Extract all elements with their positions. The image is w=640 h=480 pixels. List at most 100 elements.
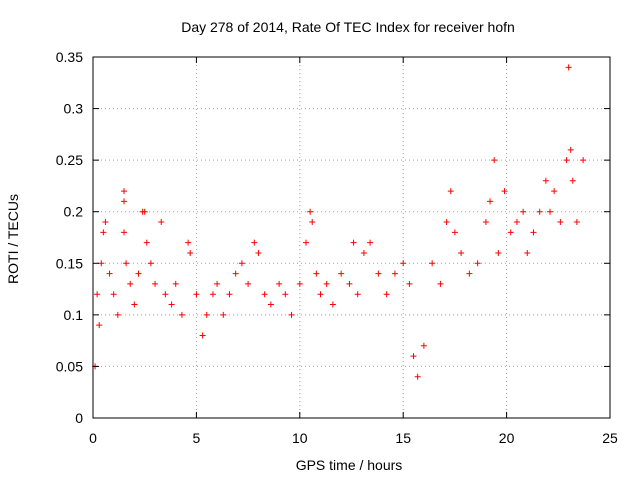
data-point [199,332,206,339]
data-point [282,291,289,298]
data-point [474,260,481,267]
data-point [354,291,361,298]
data-point [360,249,367,256]
data-point [172,280,179,287]
data-point [276,280,283,287]
gridlines [93,57,610,418]
x-tick-label: 15 [395,430,411,446]
data-point [410,353,417,360]
data-point [232,270,239,277]
data-point [96,322,103,329]
data-point [557,219,564,226]
data-point [458,249,465,256]
data-point [536,208,543,215]
data-point [375,270,382,277]
data-point [443,219,450,226]
y-tick-label: 0.35 [56,49,83,65]
data-point [567,146,574,153]
x-tick-label: 25 [602,430,618,446]
tick-labels: 0 5 10 15 20 25 0 0.05 0.1 0.15 0.2 0.25 0.3 0.35 [56,49,618,446]
x-tick-label: 5 [193,430,201,446]
data-point [127,280,134,287]
y-tick-label: 0.2 [64,204,84,220]
data-point [437,280,444,287]
data-point [507,229,514,236]
data-point [542,177,549,184]
data-point [323,280,330,287]
data-point [121,188,128,195]
data-point [226,291,233,298]
data-point [168,301,175,308]
data-point [346,280,353,287]
data-point [501,188,508,195]
data-point [152,280,159,287]
x-tick-label: 20 [499,430,515,446]
data-point [296,280,303,287]
data-point [563,157,570,164]
data-point [367,239,374,246]
y-tick-label: 0.15 [56,255,83,271]
data-point [350,239,357,246]
y-tick-label: 0.25 [56,152,83,168]
data-point [238,260,245,267]
data-point [209,291,216,298]
data-point [121,229,128,236]
data-point [495,249,502,256]
data-point [429,260,436,267]
data-point [143,239,150,246]
data-point [573,219,580,226]
data-point [530,229,537,236]
data-point [220,311,227,318]
y-tick-label: 0.05 [56,358,83,374]
y-axis-label: ROTI / TECUs [5,194,21,284]
data-point [255,249,262,256]
data-point [110,291,117,298]
data-point [447,188,454,195]
data-point [391,270,398,277]
data-point [193,291,200,298]
data-point [158,219,165,226]
data-point [487,198,494,205]
data-point [178,311,185,318]
x-tick-label: 10 [292,430,308,446]
data-point [141,208,148,215]
data-point [251,239,258,246]
data-point [551,188,558,195]
data-point [338,270,345,277]
data-point [147,260,154,267]
data-point [102,219,109,226]
data-point [214,280,221,287]
data-point [569,177,576,184]
data-point [307,208,314,215]
data-point [123,260,130,267]
data-point [203,311,210,318]
y-tick-label: 0 [75,410,83,426]
data-point [482,219,489,226]
data-point [317,291,324,298]
data-point [513,219,520,226]
data-point [162,291,169,298]
data-point [288,311,295,318]
data-point [131,301,138,308]
data-points [92,64,587,380]
plot-frame [92,56,611,419]
x-tick-label: 0 [89,430,97,446]
data-point [106,270,113,277]
data-point [383,291,390,298]
data-point [406,280,413,287]
data-point [261,291,268,298]
data-point [313,270,320,277]
data-point [451,229,458,236]
x-axis-label: GPS time / hours [296,457,403,473]
axis-ticks [92,56,611,419]
chart-title: Day 278 of 2014, Rate Of TEC Index for r… [181,19,515,35]
data-point [187,249,194,256]
data-point [400,260,407,267]
data-point [491,157,498,164]
data-point [309,219,316,226]
data-point [466,270,473,277]
y-tick-label: 0.1 [64,307,84,323]
data-point [565,64,572,71]
data-point [303,239,310,246]
